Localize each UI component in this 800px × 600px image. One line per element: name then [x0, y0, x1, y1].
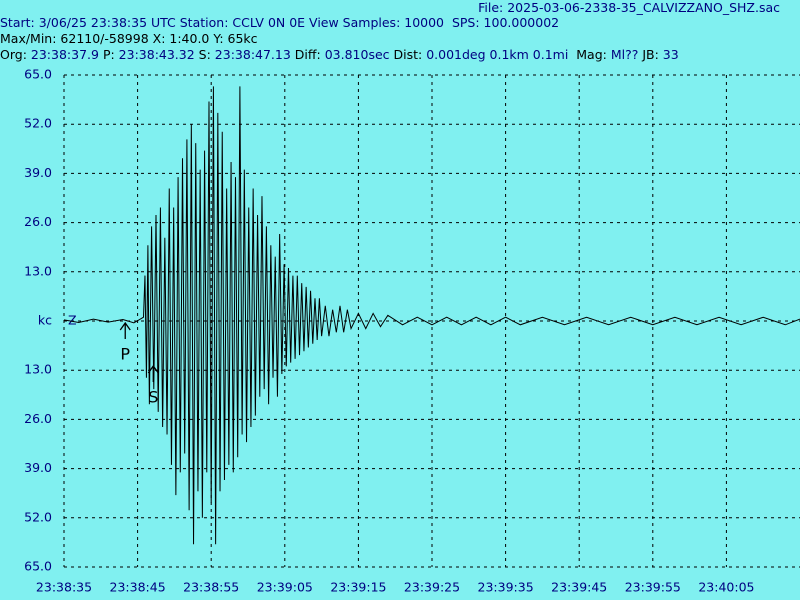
x-tick-label: 23:39:15	[330, 580, 386, 595]
header-text: Diff:	[290, 47, 325, 62]
pick-label: P	[120, 345, 130, 364]
y-tick-label: 26.0	[24, 411, 52, 426]
x-tick-label: 23:39:45	[551, 580, 607, 595]
y-tick-label: 39.0	[24, 460, 52, 475]
header-line: Max/Min: 62110/-58998 X: 1:40.0 Y: 65kc	[0, 31, 258, 47]
y-tick-label: 26.0	[24, 214, 52, 229]
header-text: File: 2025-03-06-2338-35_CALVIZZANO_SHZ.…	[478, 0, 780, 15]
header-text: 23:38:47.13	[214, 47, 291, 62]
y-tick-label: 52.0	[24, 116, 52, 131]
x-tick-label: 23:39:25	[404, 580, 460, 595]
header-line: Org: 23:38:37.9 P: 23:38:43.32 S: 23:38:…	[0, 47, 679, 63]
x-tick-label: 23:39:55	[625, 580, 681, 595]
x-tick-label: 23:39:35	[478, 580, 534, 595]
x-tick-label: 23:38:45	[110, 580, 166, 595]
y-tick-label: 13.0	[24, 362, 52, 377]
header-text: 33	[662, 47, 679, 62]
pick-label: S	[148, 388, 158, 407]
y-tick-label: 39.0	[24, 165, 52, 180]
header-text: Dist:	[389, 47, 427, 62]
header-text: Max/Min: 62110/-58998 X: 1:40.0 Y: 65kc	[0, 31, 258, 46]
x-tick-label: 23:38:35	[36, 580, 92, 595]
header-line: File: 2025-03-06-2338-35_CALVIZZANO_SHZ.…	[478, 0, 780, 16]
header-text: S:	[194, 47, 215, 62]
y-tick-label: 65.0	[24, 67, 52, 82]
header-text: Start: 3/06/25 23:38:35 UTC Station: CCL…	[0, 15, 560, 30]
x-tick-label: 23:38:55	[183, 580, 239, 595]
y-tick-label: 65.0	[24, 559, 52, 574]
header-text: P:	[98, 47, 119, 62]
waveform	[63, 86, 800, 545]
header-text: 0.001deg 0.1km 0.1mi	[426, 47, 569, 62]
pick-arrow	[147, 364, 159, 382]
channel-label: Z	[68, 313, 77, 328]
y-tick-label: 52.0	[24, 509, 52, 524]
header-text: 23:38:43.32	[118, 47, 195, 62]
header-text: 03.810sec	[324, 47, 390, 62]
header-text: 23:38:37.9	[30, 47, 99, 62]
y-tick-label: kc	[38, 313, 52, 328]
header-text: Ml??	[610, 47, 639, 62]
pick-arrow	[119, 321, 131, 339]
y-tick-label: 13.0	[24, 263, 52, 278]
header-text: JB:	[638, 47, 663, 62]
header-line: Start: 3/06/25 23:38:35 UTC Station: CCL…	[0, 15, 559, 31]
x-tick-label: 23:40:05	[698, 580, 754, 595]
header-text: Mag:	[568, 47, 611, 62]
header-text: Org:	[0, 47, 31, 62]
x-tick-label: 23:39:05	[257, 580, 313, 595]
